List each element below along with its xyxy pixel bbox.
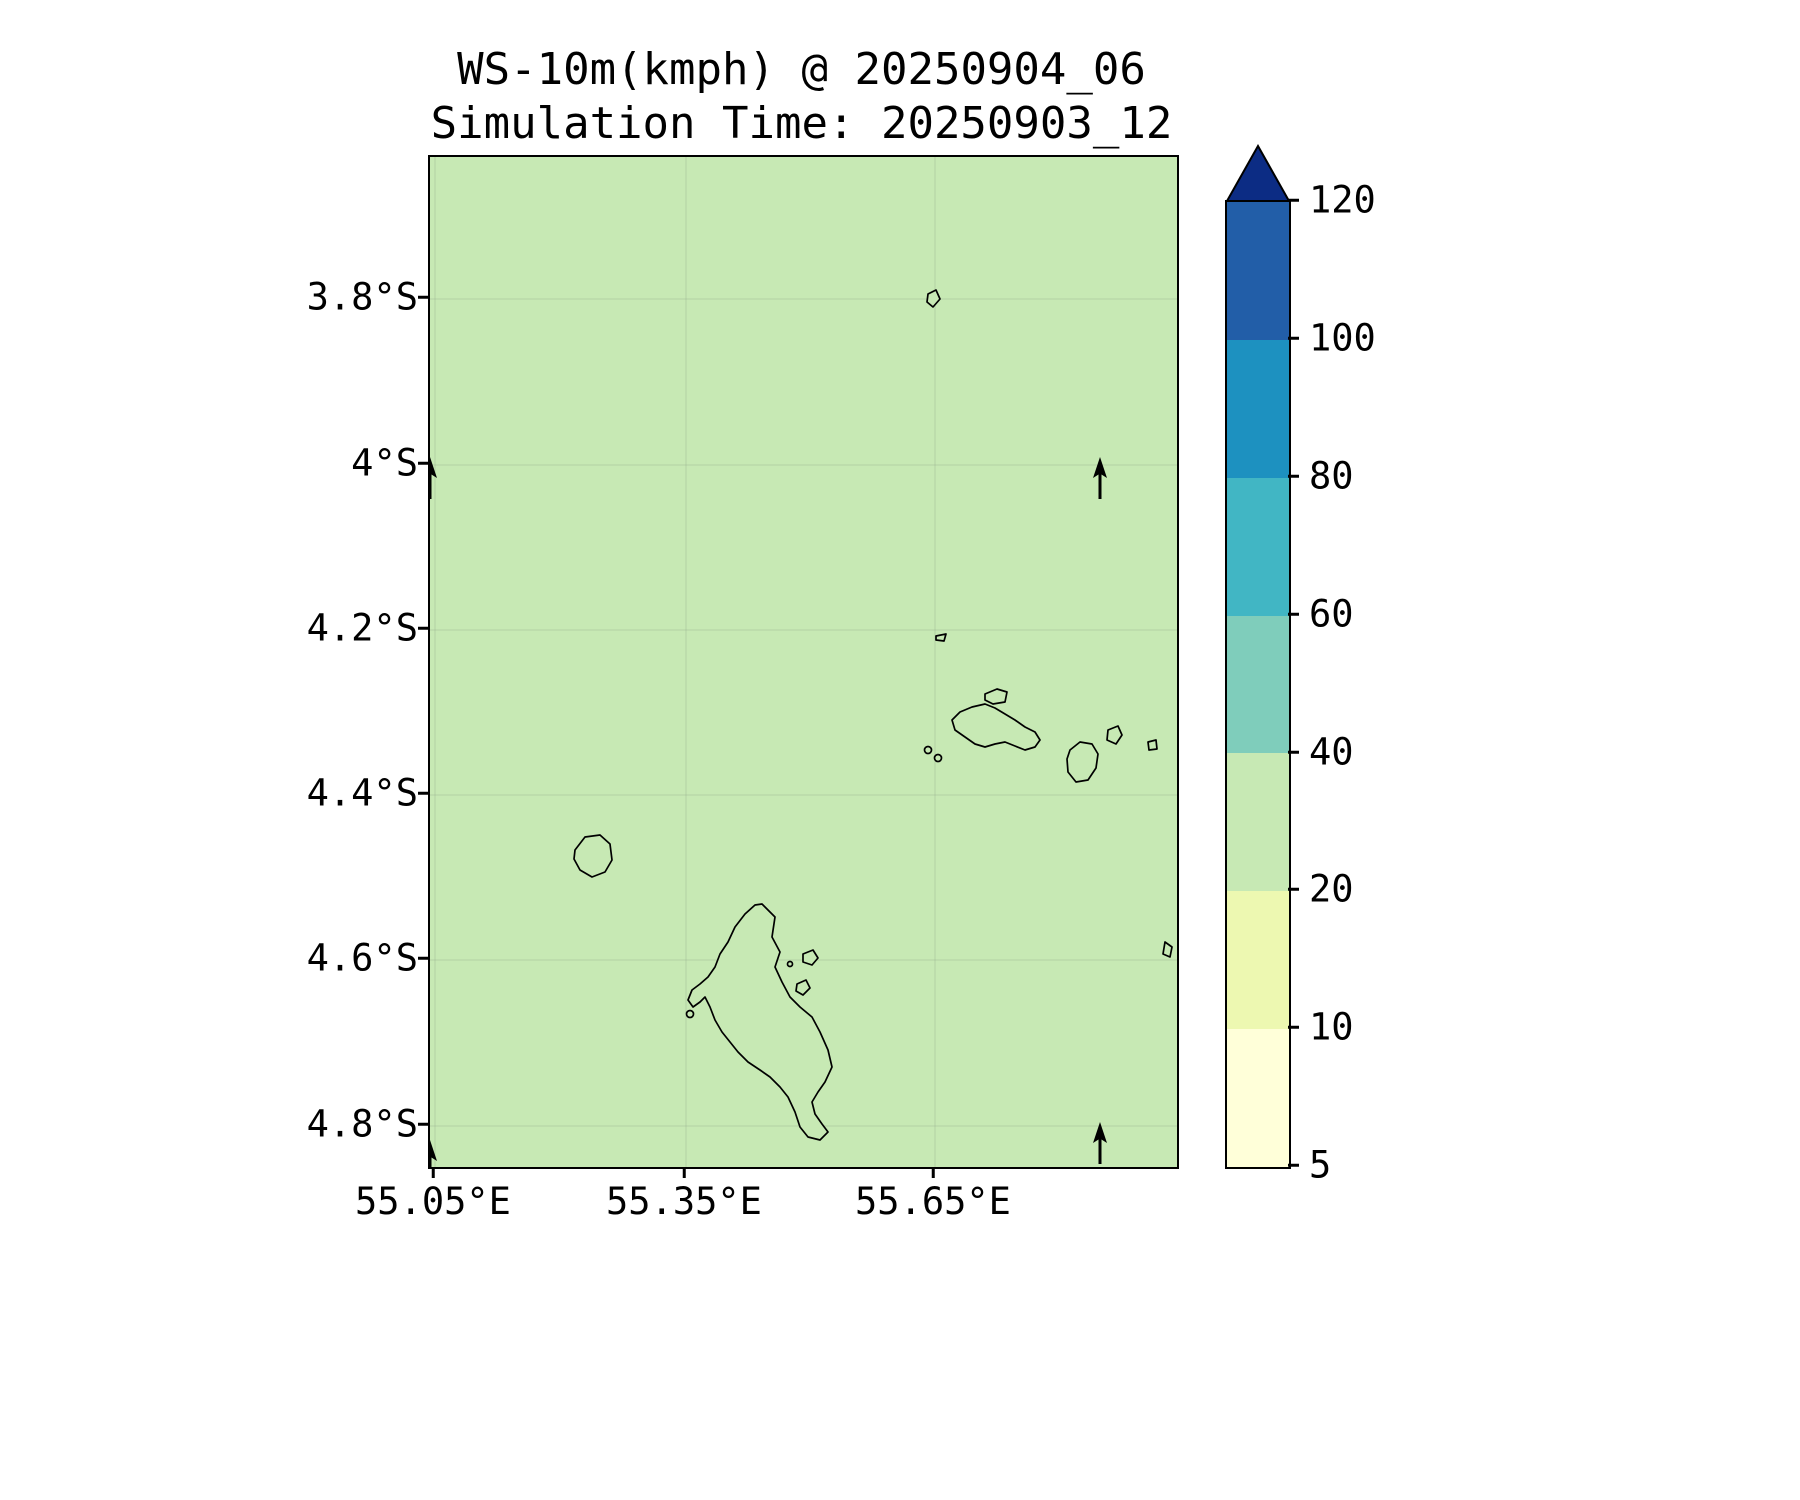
chart-title: WS-10m(kmph) @ 20250904_06 — [457, 44, 1146, 95]
y-tick-mark — [418, 956, 429, 960]
colorbar-tick-label: 10 — [1309, 1005, 1354, 1049]
colorbar-segment — [1227, 753, 1289, 892]
y-tick-mark — [418, 461, 429, 465]
island-ste-anne — [802, 949, 819, 966]
colorbar-tick-mark — [1288, 612, 1299, 616]
y-tick-mark — [418, 626, 429, 630]
wind-arrows — [430, 457, 1107, 1167]
island-coastlines — [573, 289, 1173, 1141]
island-marianne — [1147, 739, 1158, 751]
colorbar-tick-label: 120 — [1309, 178, 1376, 222]
island-cerf — [795, 979, 811, 996]
x-tick-label: 55.05°E — [355, 1180, 511, 1223]
x-tick-mark — [682, 1167, 686, 1178]
wind-arrow — [430, 1140, 437, 1167]
colorbar-extend-triangle — [1225, 144, 1291, 202]
island-felicite — [1106, 725, 1123, 745]
island-islet — [786, 960, 794, 968]
island-praslin — [951, 703, 1041, 751]
colorbar-tick-mark — [1288, 336, 1299, 340]
island-mahe — [687, 903, 833, 1141]
colorbar-tick-mark — [1288, 1163, 1299, 1167]
y-tick-mark — [418, 791, 429, 795]
island-curieuse — [984, 688, 1008, 705]
colorbar-segments — [1225, 200, 1291, 1169]
x-tick-mark — [431, 1167, 435, 1178]
y-tick-label: 4°S — [351, 441, 418, 485]
colorbar-tick-mark — [1288, 1025, 1299, 1029]
colorbar-tick-label: 40 — [1309, 730, 1354, 774]
colorbar-segment — [1227, 339, 1289, 478]
wind-arrow — [1093, 457, 1107, 499]
chart-subtitle: Simulation Time: 20250903_12 — [430, 98, 1173, 149]
coastlines-svg — [430, 157, 1177, 1167]
y-tick-label: 4.8°S — [306, 1102, 418, 1146]
colorbar-tick-label: 20 — [1309, 867, 1354, 911]
island-cousin — [923, 745, 933, 755]
colorbar-tick-mark — [1288, 474, 1299, 478]
y-tick-label: 4.4°S — [306, 771, 418, 815]
wind-arrow — [430, 457, 437, 499]
wind-arrow — [1093, 1122, 1107, 1164]
colorbar-tick-label: 100 — [1309, 316, 1376, 360]
colorbar-tick-label: 80 — [1309, 454, 1354, 498]
colorbar-segment — [1227, 1029, 1289, 1168]
colorbar-tick-mark — [1288, 887, 1299, 891]
island-therese — [685, 1009, 695, 1019]
colorbar-tick-label: 60 — [1309, 592, 1354, 636]
island-aride — [935, 633, 947, 642]
colorbar-segment — [1227, 615, 1289, 754]
x-tick-label: 55.35°E — [606, 1180, 762, 1223]
island-denis — [926, 289, 941, 308]
island-cousine — [933, 753, 943, 763]
x-tick-label: 55.65°E — [855, 1180, 1011, 1223]
colorbar-tick-mark — [1288, 198, 1299, 202]
y-tick-label: 3.8°S — [306, 275, 418, 319]
island-fregate — [1162, 941, 1173, 958]
y-tick-label: 4.6°S — [306, 936, 418, 980]
colorbar-segment — [1227, 477, 1289, 616]
colorbar-segment — [1227, 202, 1289, 340]
map-area — [428, 155, 1179, 1169]
y-tick-mark — [418, 295, 429, 299]
y-tick-mark — [418, 1122, 429, 1126]
island-silhouette — [573, 834, 613, 878]
colorbar-tick-mark — [1288, 750, 1299, 754]
x-tick-mark — [931, 1167, 935, 1178]
y-tick-label: 4.2°S — [306, 606, 418, 650]
colorbar-segment — [1227, 891, 1289, 1030]
colorbar-tick-label: 5 — [1309, 1143, 1332, 1187]
island-la-digue — [1066, 741, 1099, 783]
